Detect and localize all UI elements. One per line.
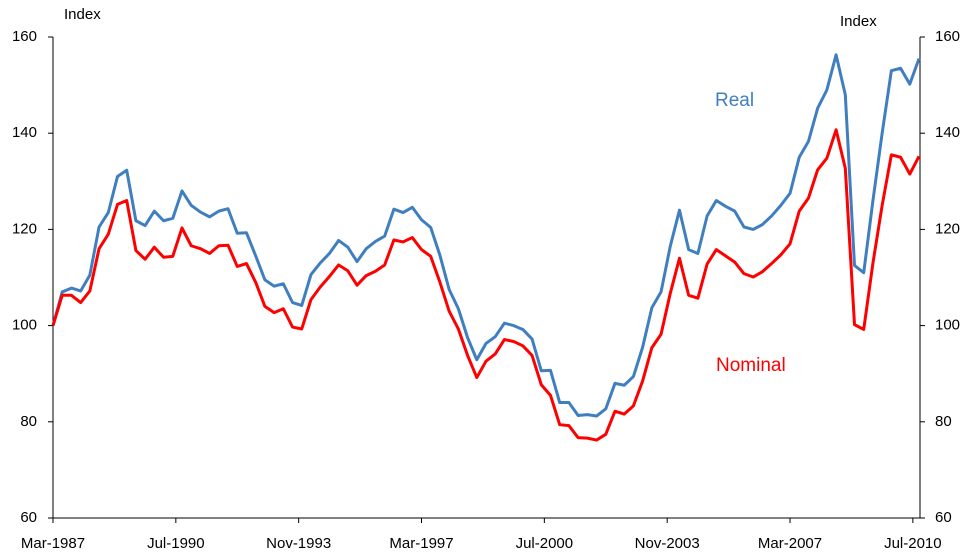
y-tick-label: 80	[20, 413, 37, 430]
y-axis-label: Index	[64, 6, 101, 23]
y2-axis-label: Index	[840, 13, 877, 30]
y2-tick-label: 160	[935, 28, 960, 45]
x-tick-label: Nov-1993	[266, 535, 331, 552]
x-tick-label: Nov-2003	[635, 535, 700, 552]
x-tick-label: Mar-1997	[389, 535, 453, 552]
y-tick-label: 100	[12, 317, 37, 334]
y-tick-label: 140	[12, 124, 37, 141]
series-line	[51, 128, 921, 442]
y-tick-label: 60	[20, 509, 37, 526]
series-label: Nominal	[716, 355, 786, 376]
y-tick-label: 160	[12, 28, 37, 45]
x-tick-label: Mar-1987	[21, 535, 85, 552]
y2-tick-label: 120	[935, 220, 960, 237]
x-tick-label: Mar-2007	[758, 535, 822, 552]
y-tick-label: 120	[12, 220, 37, 237]
x-tick-label: Jul-1990	[147, 535, 205, 552]
y2-tick-label: 100	[935, 317, 960, 334]
series-line	[51, 53, 921, 418]
y2-tick-label: 60	[935, 509, 952, 526]
y2-tick-label: 80	[935, 413, 952, 430]
y2-tick-label: 140	[935, 124, 960, 141]
x-tick-label: Jul-2010	[884, 535, 942, 552]
x-tick-label: Jul-2000	[516, 535, 574, 552]
series-label: Real	[715, 90, 754, 111]
